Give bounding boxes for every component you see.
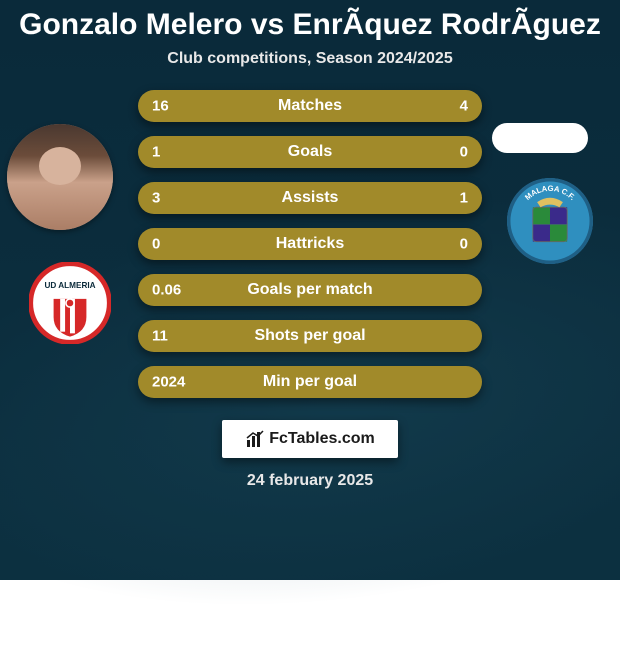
stat-value-left: 0.06 — [152, 282, 181, 299]
stat-bar: 1 Goals 0 — [138, 136, 482, 168]
stat-value-right: 0 — [460, 236, 468, 253]
stat-bar: 16 Matches 4 — [138, 90, 482, 122]
stat-value-right: 0 — [460, 144, 468, 161]
stat-bar: 3 Assists 1 — [138, 182, 482, 214]
stat-label: Goals — [288, 143, 332, 161]
stat-value-left: 1 — [152, 144, 160, 161]
stat-label: Matches — [278, 97, 342, 115]
stat-value-left: 11 — [152, 328, 168, 345]
stat-value-right: 1 — [460, 190, 468, 207]
subtitle: Club competitions, Season 2024/2025 — [0, 50, 620, 68]
stat-bars: 16 Matches 4 1 Goals 0 3 Assists 1 0 Hattricks 0 0.0… — [138, 90, 482, 398]
chart-icon — [245, 429, 265, 449]
page-title: Gonzalo Melero vs EnrÃ­quez RodrÃ­guez — [0, 0, 620, 42]
club-badge-left: UD ALMERIA — [29, 262, 111, 344]
footer-brand-label: FcTables.com — [269, 430, 375, 448]
club-badge-right: MALAGA C.F. — [507, 178, 593, 264]
player-right-blank — [492, 123, 588, 153]
date-label: 24 february 2025 — [0, 472, 620, 490]
stat-bar: 0 Hattricks 0 — [138, 228, 482, 260]
stat-value-left: 3 — [152, 190, 160, 207]
stat-label: Shots per goal — [254, 327, 365, 345]
stat-bar: 2024 Min per goal — [138, 366, 482, 398]
stat-value-left: 2024 — [152, 374, 185, 391]
stat-label: Assists — [282, 189, 339, 207]
stat-bar: 11 Shots per goal — [138, 320, 482, 352]
footer-brand: FcTables.com — [222, 420, 398, 458]
stat-label: Goals per match — [247, 281, 372, 299]
player-left-avatar — [7, 124, 113, 230]
stat-value-right: 4 — [460, 98, 468, 115]
stat-label: Hattricks — [276, 235, 344, 253]
player-left-face — [7, 124, 113, 230]
stat-label: Min per goal — [263, 373, 357, 391]
stat-bar: 0.06 Goals per match — [138, 274, 482, 306]
svg-text:UD ALMERIA: UD ALMERIA — [44, 281, 95, 290]
stat-value-left: 0 — [152, 236, 160, 253]
stat-value-left: 16 — [152, 98, 169, 115]
